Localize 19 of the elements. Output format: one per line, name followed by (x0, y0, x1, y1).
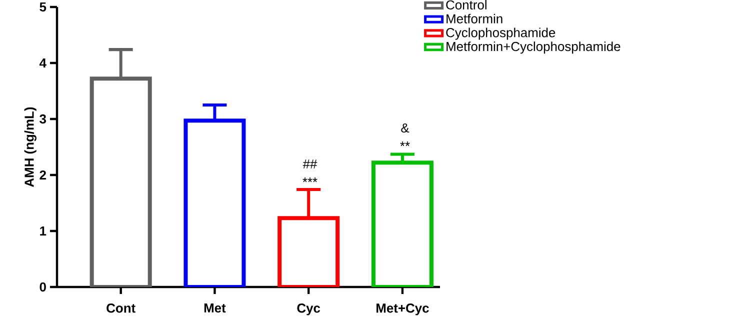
y-tick-label: 4 (39, 58, 46, 68)
legend-label: Metformin+Cyclophosphamide (446, 42, 620, 54)
x-tick-label: Cyc (297, 304, 320, 316)
x-tick-label: Cont (106, 304, 136, 313)
y-tick-label: 3 (40, 114, 46, 124)
legend-label: Control (446, 0, 486, 10)
legend-label: Cyclophosphamide (446, 28, 556, 40)
annotation: ## (302, 160, 318, 168)
y-tick-label: 1 (40, 226, 46, 236)
annotation: & (401, 123, 410, 133)
x-tick-label: Met+Cyc (376, 304, 429, 316)
y-axis-title: AMH (ng/mL) (24, 107, 36, 187)
annotation: ** (400, 142, 410, 146)
y-tick-label: 5 (40, 2, 46, 12)
legend-label: Metformin (446, 14, 502, 24)
y-tick-label: 2 (40, 170, 46, 180)
annotation: *** (302, 178, 318, 182)
y-tick-label: 0 (40, 282, 46, 292)
x-tick-label: Met (204, 304, 226, 313)
